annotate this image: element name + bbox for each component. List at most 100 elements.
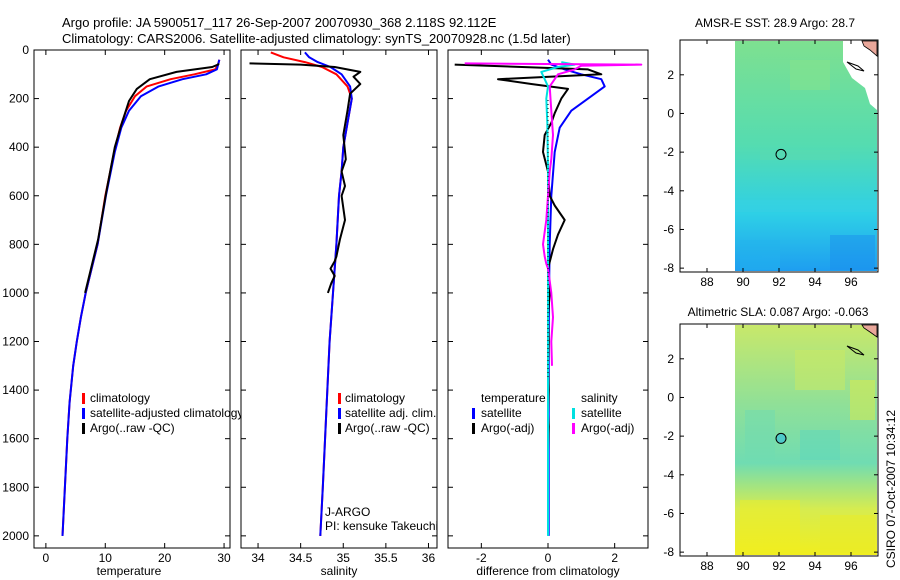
legend-swatch-argo (338, 423, 341, 434)
salinity-panel: 34 34.5 35 35.5 36 salinity climatology sate… (240, 49, 438, 578)
salinity-legend: climatology satellite adj. clim. Argo(..… (338, 391, 436, 435)
sla-map-ticks: 88 90 92 94 96 -8 -6 -4 -2 0 2 (663, 324, 878, 573)
legend-swatch-temp-satellite (472, 408, 475, 419)
temperature-panel: 0 10 20 30 0 200 400 600 800 1000 1200 1400 1600 1800… (2, 43, 243, 578)
y-tick-label: 1600 (2, 432, 29, 446)
sla-map-title: Altimetric SLA: 0.087 Argo: -0.063 (688, 305, 869, 319)
map-y-tick-label: -6 (663, 506, 674, 520)
figure-title-line2: Climatology: CARS2006. Satellite-adjuste… (62, 31, 571, 46)
map-x-tick-label: 90 (736, 275, 750, 289)
map-x-tick-label: 94 (808, 559, 822, 573)
argo-location-marker (775, 432, 787, 444)
series-line-satellite-adj-clim (304, 51, 353, 536)
x-tick-label: -2 (476, 551, 487, 565)
legend-label-argo: Argo(..raw -QC) (345, 421, 430, 435)
sst-land-white (843, 41, 877, 110)
legend-group-temperature: temperature (481, 391, 546, 405)
map-y-tick-label: -4 (663, 184, 674, 198)
map-x-tick-label: 96 (844, 275, 858, 289)
difference-panel: -2 0 2 difference from climatology tempera… (447, 49, 649, 578)
legend-swatch-satellite-adjusted (82, 408, 85, 419)
series-line-argo-raw-qc (249, 62, 362, 294)
legend-label-satellite-adjusted: satellite-adjusted climatology (90, 406, 243, 420)
temperature-ticks: 0 10 20 30 0 200 400 600 800 1000 1200 1400 1600 1800… (2, 43, 231, 565)
y-tick-label: 600 (9, 189, 29, 203)
sla-map-panel: Altimetric SLA: 0.087 Argo: -0.063 88 90 9… (663, 305, 879, 573)
figure-title-line1: Argo profile: JA 5900517_117 26-Sep-2007… (62, 15, 497, 30)
x-tick-label: 0 (43, 551, 50, 565)
legend-swatch-climatology (338, 393, 341, 404)
sst-map-panel: AMSR-E SST: 28.9 Argo: 28.7 88 90 92 94 96 -8… (663, 16, 879, 289)
map-y-tick-label: -4 (663, 468, 674, 482)
legend-label-climatology: climatology (90, 391, 150, 405)
difference-series (454, 59, 643, 536)
x-tick-label: 30 (217, 551, 231, 565)
annotation-pi: PI: kensuke Takeuchi (325, 519, 438, 533)
temperature-xlabel: temperature (97, 564, 162, 578)
sla-island (846, 345, 865, 356)
sst-island (846, 61, 865, 72)
x-tick-label: 2 (611, 551, 618, 565)
legend-group-salinity: salinity (581, 391, 618, 405)
map-y-tick-label: 2 (667, 68, 674, 82)
x-tick-label: 0 (545, 551, 552, 565)
sst-field-texture (735, 60, 877, 270)
map-x-tick-label: 92 (772, 275, 786, 289)
map-x-tick-label: 94 (808, 275, 822, 289)
map-y-tick-label: 0 (667, 106, 674, 120)
y-tick-label: 1800 (2, 480, 29, 494)
legend-label-argo: Argo(..raw -QC) (90, 421, 175, 435)
credit-timestamp: CSIRO 07-Oct-2007 10:34:12 (884, 410, 898, 568)
sst-map-title: AMSR-E SST: 28.9 Argo: 28.7 (695, 16, 855, 30)
y-tick-label: 200 (9, 92, 29, 106)
salinity-series (249, 51, 362, 536)
legend-label-temp-satellite: satellite (481, 406, 522, 420)
legend-label-sal-satellite: satellite (581, 406, 622, 420)
y-tick-label: 400 (9, 140, 29, 154)
difference-ticks: -2 0 2 (448, 49, 648, 565)
x-tick-label: 20 (158, 551, 172, 565)
map-x-tick-label: 92 (772, 559, 786, 573)
sla-field-texture (740, 350, 875, 553)
x-tick-label: 35 (337, 551, 351, 565)
argo-location-marker (775, 148, 787, 160)
legend-label-climatology: climatology (345, 391, 405, 405)
salinity-xlabel: salinity (321, 564, 358, 578)
temperature-legend: climatology satellite-adjusted climatolo… (82, 391, 243, 435)
difference-legend: temperature satellite Argo(-adj) salinit… (472, 391, 634, 435)
y-tick-label: 1400 (2, 383, 29, 397)
map-y-tick-label: -2 (663, 145, 674, 159)
y-tick-label: 1000 (2, 286, 29, 300)
map-x-tick-label: 88 (700, 275, 714, 289)
x-tick-label: 10 (99, 551, 113, 565)
x-tick-label: 35.5 (374, 551, 398, 565)
map-y-tick-label: -6 (663, 222, 674, 236)
salinity-ticks: 34 34.5 35 35.5 36 (241, 49, 437, 565)
difference-xlabel: difference from climatology (476, 564, 619, 578)
temperature-series (61, 59, 221, 536)
legend-label-temp-argo: Argo(-adj) (481, 421, 534, 435)
sst-field (735, 41, 877, 271)
x-tick-label: 36 (422, 551, 436, 565)
legend-swatch-sal-argo (572, 423, 575, 434)
salinity-axes-frame (240, 49, 438, 549)
map-y-tick-label: 0 (667, 390, 674, 404)
legend-swatch-sal-satellite (572, 408, 575, 419)
map-y-tick-label: -8 (663, 261, 674, 275)
series-line-salinity-satellite (540, 61, 576, 536)
map-x-tick-label: 88 (700, 559, 714, 573)
y-tick-label: 2000 (2, 529, 29, 543)
legend-swatch-satellite-adj (338, 408, 341, 419)
x-tick-label: 34 (251, 551, 265, 565)
sst-map-ticks: 88 90 92 94 96 -8 -6 -4 -2 0 2 (663, 40, 878, 289)
annotation-program: J-ARGO (325, 505, 370, 519)
map-x-tick-label: 90 (736, 559, 750, 573)
legend-swatch-argo (82, 423, 85, 434)
sla-land-coast (861, 324, 878, 338)
legend-swatch-temp-argo (472, 423, 475, 434)
series-line-argo-raw-qc (84, 62, 220, 294)
map-x-tick-label: 96 (844, 559, 858, 573)
sst-land-coast (861, 40, 878, 57)
y-tick-label: 0 (22, 43, 29, 57)
